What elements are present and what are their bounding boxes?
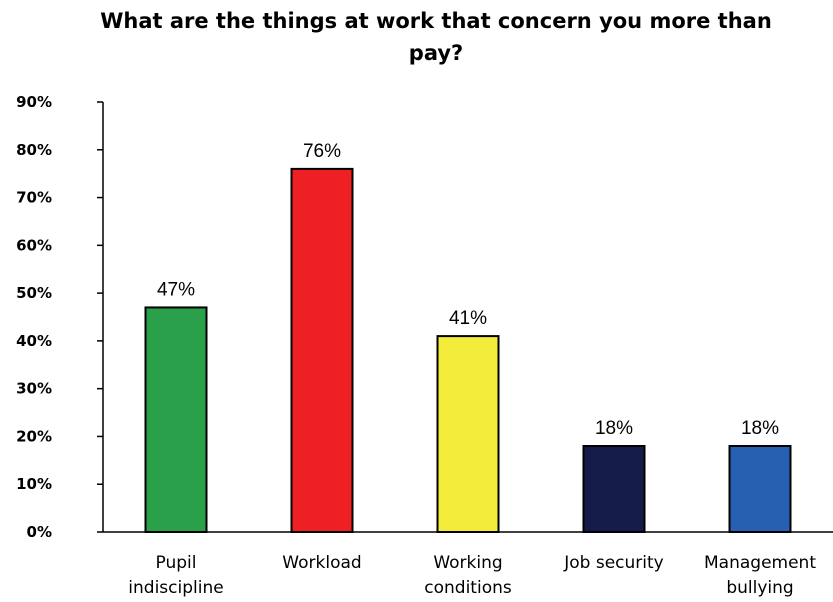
bar <box>290 167 354 533</box>
y-tick-label: 20% <box>16 427 52 445</box>
y-tick-label: 50% <box>16 284 52 302</box>
y-tick-label: 70% <box>16 189 52 207</box>
chart-title: What are the things at work that concern… <box>100 9 772 65</box>
y-tick-label: 10% <box>16 475 52 493</box>
y-tick-label: 90% <box>16 93 52 111</box>
x-category-label: Pupil <box>156 553 197 573</box>
x-category-label: indiscipline <box>128 578 223 598</box>
y-axis: 0% 10% 20% 30% 40% 50% 60% 70% 80% 90% <box>16 93 104 541</box>
bar-value-label: 47% <box>157 279 195 300</box>
x-category-label: Workload <box>282 553 361 573</box>
bar <box>728 445 792 533</box>
x-category-label: Working <box>433 553 502 573</box>
chart-title-line: What are the things at work that concern… <box>100 9 772 33</box>
bars <box>144 167 792 534</box>
x-category-label: Management <box>704 553 816 573</box>
x-category-label: conditions <box>424 578 512 598</box>
x-category-label: Job security <box>563 553 664 573</box>
y-tick-label: 30% <box>16 380 52 398</box>
y-tick-label: 40% <box>16 332 52 350</box>
bar-value-label: 76% <box>303 141 341 162</box>
x-category-label: bullying <box>726 578 793 598</box>
y-tick-label: 0% <box>27 523 52 541</box>
y-tick-label: 60% <box>16 236 52 254</box>
bar <box>436 335 500 533</box>
chart-title-line: pay? <box>409 41 463 65</box>
bar-value-label: 18% <box>595 418 633 439</box>
x-axis: Pupil indiscipline Workload Working conditio… <box>103 531 833 598</box>
bar-value-label: 18% <box>741 418 779 439</box>
y-tick-label: 80% <box>16 141 52 159</box>
bar <box>582 445 646 533</box>
value-labels: 47% 76% 41% 18% 18% <box>157 141 779 439</box>
bar-value-label: 41% <box>449 308 487 329</box>
bar <box>144 306 208 534</box>
